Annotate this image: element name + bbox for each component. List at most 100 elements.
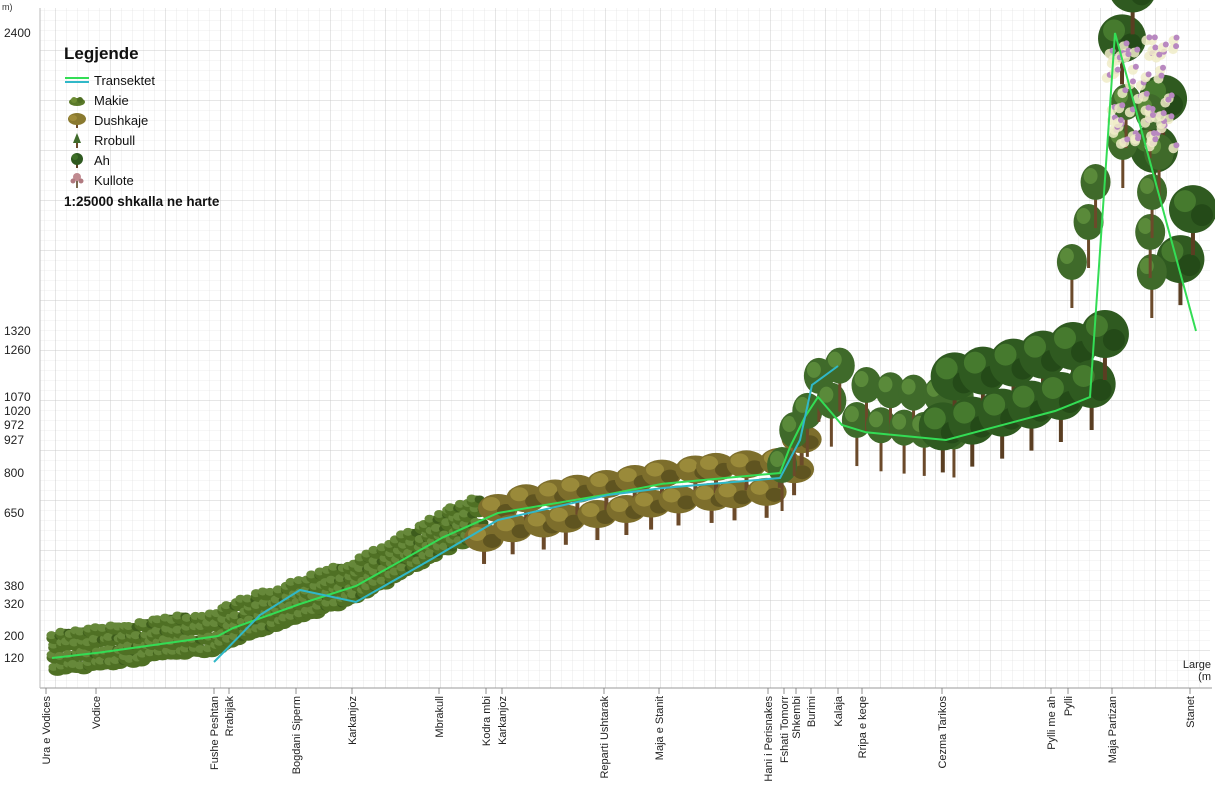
rrobull-tree <box>1056 244 1087 308</box>
x-location-label: Pylli me ah <box>1046 696 1058 750</box>
legend-label: Transektet <box>94 72 155 88</box>
kullote-flower <box>1119 136 1131 148</box>
map-scale-text: 1:25000 shkalla ne harte <box>64 194 220 209</box>
kullote-flower <box>1160 96 1172 108</box>
x-location-label: Maja Partizan <box>1107 696 1119 763</box>
rrobull-tree <box>841 402 872 467</box>
x-location-label: Mbrakull <box>434 696 446 738</box>
x-location-label: Reparti Ushtarak <box>599 696 611 779</box>
shrub-icon <box>64 92 90 108</box>
rrobull-tree <box>851 367 882 432</box>
y-tick-label: 200 <box>4 629 24 643</box>
transect-line-icon <box>64 72 90 88</box>
x-location-label: Karkanjoz <box>497 696 509 745</box>
dushkaje-tree <box>545 504 586 545</box>
beech-icon <box>64 152 90 168</box>
kullote-flower <box>1129 46 1141 58</box>
kullote-flower <box>1153 72 1165 84</box>
legend-item-ah: Ah <box>64 150 304 170</box>
x-location-label: Maja e Stanit <box>654 696 666 760</box>
kullote-flower <box>1127 63 1139 75</box>
legend-item-kullote: Kullote <box>64 170 304 190</box>
x-location-label: Rripa e keqe <box>857 696 869 758</box>
x-location-label: Fshati Tomorr <box>779 696 791 763</box>
legend-label: Makie <box>94 92 129 108</box>
ah-tree <box>1111 0 1154 35</box>
kullote-flower <box>1168 43 1180 55</box>
x-location-label: Rrabijak <box>224 696 236 737</box>
y-tick-label: 972 <box>4 418 24 432</box>
x-location-label: Burimi <box>806 696 818 727</box>
dushkaje-tree <box>746 477 787 518</box>
dushkaje-tree <box>641 459 682 500</box>
y-tick-label: 1260 <box>4 343 31 357</box>
pasture-flower-icon <box>64 172 90 188</box>
legend-label: Dushkaje <box>94 112 149 128</box>
rrobull-tree <box>824 347 855 412</box>
legend-label: Ah <box>94 152 110 168</box>
dushkaje-tree <box>557 474 598 515</box>
kullote-flower <box>1155 110 1167 122</box>
y-tick-label: 650 <box>4 506 24 520</box>
legend-item-rrobull: Rrobull <box>64 130 304 150</box>
y-tick-label: 120 <box>4 651 24 665</box>
y-tick-label: 1020 <box>4 404 31 418</box>
x-location-label: Pylli <box>1063 696 1075 716</box>
y-tick-label: 1320 <box>4 324 31 338</box>
legend-label: Rrobull <box>94 132 136 148</box>
oak-icon <box>64 112 90 128</box>
kullote-flower <box>1144 111 1156 123</box>
kullote-flower <box>1140 71 1152 83</box>
x-axis-unit-line2: (m <box>1198 671 1211 683</box>
x-location-label: Bogdani Siperm <box>291 696 303 774</box>
x-location-label: Shkembi <box>791 696 803 739</box>
legend-item-makie: Makie <box>64 90 304 110</box>
kullote-flower <box>1141 34 1153 46</box>
legend-item-dushkaje: Dushkaje <box>64 110 304 130</box>
x-location-label: Stanet <box>1185 696 1197 728</box>
y-axis-unit-label: m) <box>2 2 13 12</box>
x-location-label: Vodice <box>91 696 103 729</box>
transect-alt-line <box>213 365 839 663</box>
y-tick-label: 800 <box>4 466 24 480</box>
dushkaje-tree <box>658 485 699 526</box>
rrobull-tree <box>1080 164 1111 228</box>
pine-icon <box>64 132 90 148</box>
x-axis-unit-line1: Large <box>1182 659 1211 671</box>
kullote-flower <box>1112 116 1124 128</box>
dushkaje-tree <box>577 500 618 541</box>
y-tick-label: 927 <box>4 433 24 447</box>
y-tick-label: 380 <box>4 579 24 593</box>
x-location-label: Cezma Tarikos <box>937 696 949 769</box>
kullote-flower <box>1140 104 1152 116</box>
x-location-label: Ura e Vodices <box>41 696 53 765</box>
kullote-flower <box>1130 135 1142 147</box>
kullote-flower <box>1147 136 1159 148</box>
x-location-labels: Ura e Vodices Vodice Fushe Peshtan Rrabijak… <box>41 688 1197 782</box>
legend-label: Kullote <box>94 172 134 188</box>
kullote-flower <box>1138 90 1150 102</box>
y-tick-label: 2400 <box>4 26 31 40</box>
kullote-flower <box>1168 142 1180 154</box>
kullote-flower <box>1114 102 1126 114</box>
x-axis-unit-label: Large (m <box>1183 659 1211 683</box>
kullote-flower <box>1117 87 1129 99</box>
rrobull-tree <box>898 374 929 439</box>
rrobull-tree <box>875 372 906 437</box>
legend-title: Legjende <box>64 44 139 63</box>
legend-item-transektet: Transektet <box>64 70 304 90</box>
x-location-label: Fushe Peshtan <box>209 696 221 770</box>
x-location-label: Hani i Perisnakes <box>763 696 775 782</box>
legend: Legjende Transektet Makie Dushkaje Rrobu… <box>64 44 304 209</box>
kullote-flower <box>1156 117 1168 129</box>
kullote-flower <box>1168 34 1180 46</box>
y-tick-label: 1070 <box>4 390 31 404</box>
transect-layer <box>51 32 1197 663</box>
y-tick-label: 320 <box>4 597 24 611</box>
x-location-label: Kalaja <box>833 695 845 726</box>
x-location-label: Kodra mbi <box>481 696 493 746</box>
rrobull-tree <box>1135 214 1166 278</box>
kullote-flower <box>1151 51 1163 63</box>
